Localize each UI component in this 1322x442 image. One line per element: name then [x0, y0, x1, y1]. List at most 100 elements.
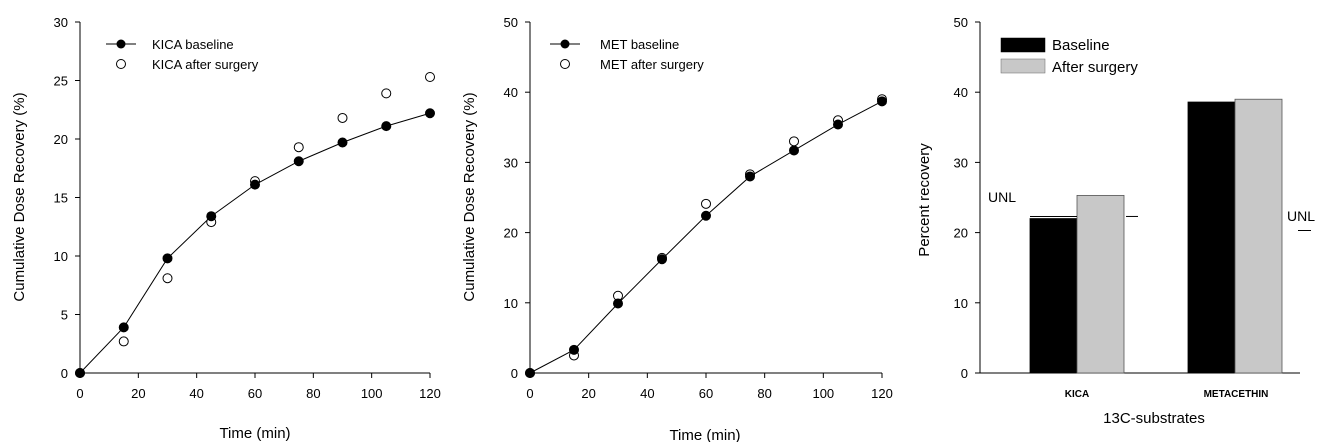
x-axis-label: 13C-substrates: [1103, 410, 1205, 427]
x-tick-label: 20: [131, 386, 145, 401]
data-point-open: [701, 198, 711, 209]
legend-label: After surgery: [1052, 59, 1138, 76]
y-tick-label: 0: [511, 366, 518, 381]
y-axis-label: Percent recovery: [916, 143, 933, 257]
category-label: METACETHIN: [1204, 389, 1269, 400]
y-axis-label: Cumulative Dose Recovery (%): [11, 92, 28, 301]
data-point-filled: [337, 137, 348, 148]
y-tick-label: 30: [54, 15, 68, 30]
series-layer: [525, 94, 887, 378]
y-tick-label: 10: [54, 249, 68, 264]
data-point-filled: [250, 179, 260, 190]
x-tick-label: 40: [640, 386, 654, 401]
data-point-open: [381, 88, 392, 99]
y-ticks: 0 5 10 15 20 25 30: [54, 15, 80, 381]
y-tick-label: 10: [954, 296, 968, 311]
data-point-open: [789, 136, 799, 147]
y-axis-label: Cumulative Dose Recovery (%): [461, 92, 478, 301]
y-tick-label: 10: [504, 296, 518, 311]
y-ticks: 0 10 20 30 40 50: [504, 15, 530, 381]
data-point-filled: [877, 96, 887, 107]
x-tick-label: 0: [526, 386, 533, 401]
legend-label: MET baseline: [600, 37, 679, 52]
data-point-filled: [381, 121, 392, 132]
x-tick-label: 80: [306, 386, 320, 401]
met-line-chart: 0 20 40 60 80 100 120 0 10 20 30 40 50 Time (min) C…: [461, 15, 893, 442]
unl-annotations: UNL UNL: [988, 189, 1315, 231]
y-tick-label: 15: [54, 191, 68, 206]
data-point-filled: [701, 210, 711, 221]
bar-baseline: [1187, 101, 1236, 374]
data-point-open: [293, 142, 304, 153]
legend: MET baseline MET after surgery: [550, 37, 704, 72]
data-point-open: [337, 112, 348, 123]
data-point-filled: [569, 344, 579, 355]
bar-after-surgery: [1234, 98, 1283, 374]
legend-marker-filled: [116, 39, 126, 49]
data-point-open: [162, 273, 173, 284]
y-tick-label: 20: [954, 226, 968, 241]
recovery-bar-chart: 0 10 20 30 40 50 KICA METACETHIN 13C-substrat…: [916, 15, 1315, 427]
data-point-filled: [206, 211, 217, 222]
legend-swatch-after-surgery: [1000, 58, 1046, 74]
unl-label: UNL: [988, 189, 1016, 205]
legend-label: Baseline: [1052, 37, 1110, 54]
data-point-filled: [293, 156, 304, 167]
legend-marker-open: [116, 59, 126, 69]
legend-label: MET after surgery: [600, 57, 704, 72]
series-layer: [75, 71, 435, 378]
x-ticks: 0 20 40 60 80 100 120: [526, 373, 893, 401]
y-ticks: 0 10 20 30 40 50: [954, 15, 980, 381]
legend-marker-filled: [560, 39, 570, 49]
data-point-filled: [657, 254, 667, 265]
series-line: [79, 112, 431, 374]
x-tick-label: 120: [871, 386, 893, 401]
legend-label: KICA baseline: [152, 37, 234, 52]
unl-label: UNL: [1287, 208, 1315, 224]
y-tick-label: 20: [504, 226, 518, 241]
bar-after-surgery: [1076, 194, 1125, 374]
x-tick-label: 100: [812, 386, 834, 401]
legend-label: KICA after surgery: [152, 57, 259, 72]
x-ticks: 0 20 40 60 80 100 120: [76, 373, 441, 401]
x-tick-label: 60: [699, 386, 713, 401]
y-tick-label: 30: [504, 155, 518, 170]
legend-swatch-baseline: [1000, 37, 1046, 53]
legend: KICA baseline KICA after surgery: [106, 37, 259, 72]
data-point-filled: [75, 368, 85, 378]
y-tick-label: 5: [61, 308, 68, 323]
data-point-filled: [162, 253, 173, 264]
data-point-open: [425, 71, 435, 82]
bars-layer: [1029, 98, 1283, 374]
x-tick-label: 0: [76, 386, 83, 401]
y-tick-label: 30: [954, 155, 968, 170]
data-point-filled: [833, 119, 843, 130]
x-axis-label: Time (min): [219, 425, 290, 442]
x-tick-label: 120: [419, 386, 441, 401]
y-tick-label: 40: [504, 85, 518, 100]
data-point-filled: [745, 171, 755, 182]
x-tick-label: 40: [189, 386, 203, 401]
data-point-filled: [118, 322, 129, 333]
legend-marker-open: [560, 59, 570, 69]
data-point-filled: [525, 368, 535, 378]
y-tick-label: 0: [961, 366, 968, 381]
x-tick-label: 20: [581, 386, 595, 401]
x-tick-label: 100: [361, 386, 383, 401]
series-line: [529, 100, 883, 374]
x-axis-label: Time (min): [669, 427, 740, 442]
y-tick-label: 50: [504, 15, 518, 30]
category-label: KICA: [1065, 389, 1089, 400]
y-tick-label: 50: [954, 15, 968, 30]
y-tick-label: 0: [61, 366, 68, 381]
legend: Baseline After surgery: [1000, 37, 1138, 76]
bar-baseline: [1029, 218, 1078, 374]
y-tick-label: 40: [954, 85, 968, 100]
data-point-filled: [425, 108, 435, 119]
y-tick-label: 25: [54, 74, 68, 89]
x-tick-label: 60: [248, 386, 262, 401]
data-point-open: [118, 336, 129, 347]
y-tick-label: 20: [54, 132, 68, 147]
